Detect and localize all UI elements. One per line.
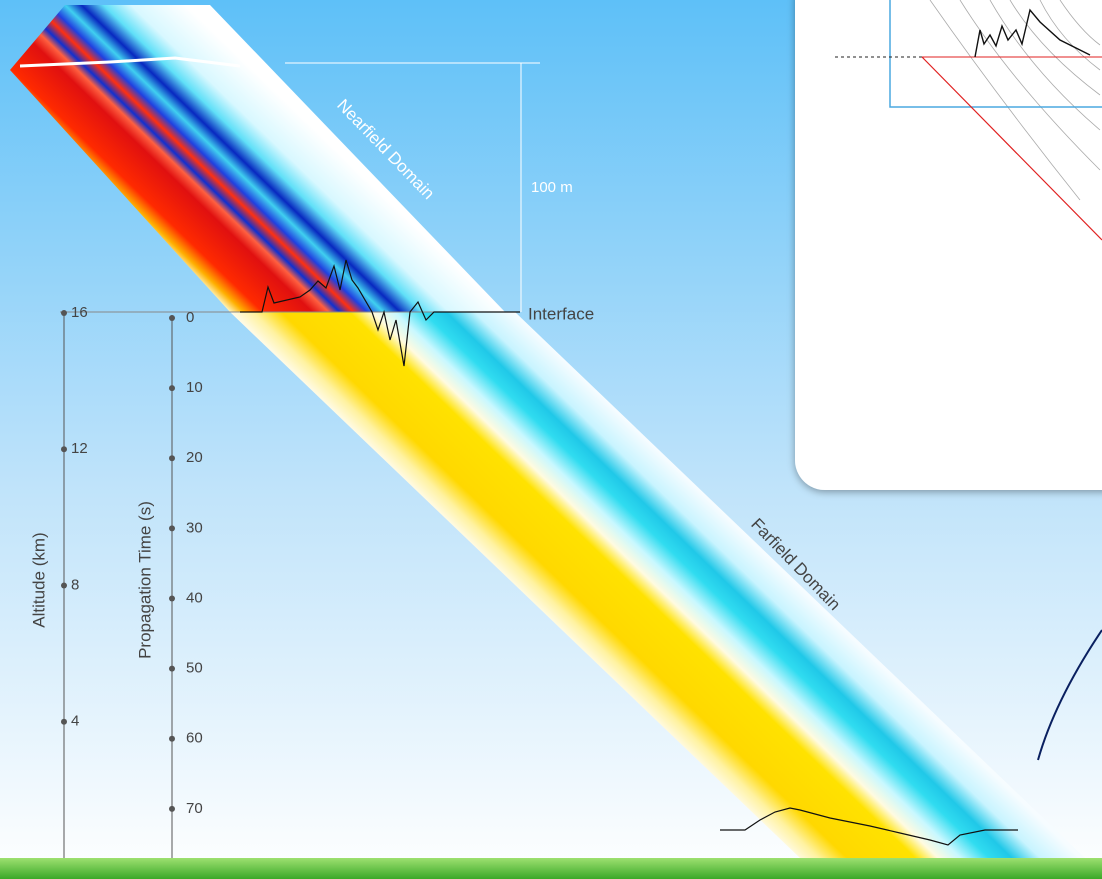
altitude-tick-label: 4	[71, 713, 79, 730]
time-tick	[169, 525, 175, 531]
time-tick	[169, 596, 175, 602]
time-axis-label: Propagation Time (s)	[135, 501, 154, 659]
altitude-tick-label: 16	[71, 304, 88, 321]
time-tick-label: 20	[186, 449, 203, 466]
altitude-tick-label: 8	[71, 576, 79, 593]
time-tick-label: 30	[186, 519, 203, 536]
time-tick-label: 10	[186, 379, 203, 396]
time-tick	[169, 385, 175, 391]
altitude-tick-label: 12	[71, 440, 88, 457]
illustration: Nearfield Domain Farfield Domain 100 m I…	[0, 0, 1102, 879]
dimension-label: 100 m	[531, 179, 573, 196]
inset-panel	[795, 0, 1102, 490]
interface-label: Interface	[528, 304, 594, 323]
altitude-axis-label: Altitude (km)	[29, 532, 48, 627]
time-tick-label: 0	[186, 309, 194, 326]
altitude-tick	[61, 446, 67, 452]
time-tick	[169, 806, 175, 812]
ground	[0, 858, 1102, 879]
time-tick-label: 70	[186, 800, 203, 817]
altitude-tick	[61, 719, 67, 725]
time-tick-label: 40	[186, 589, 203, 606]
time-tick	[169, 666, 175, 672]
time-tick	[169, 455, 175, 461]
inset-background	[795, 0, 1102, 490]
altitude-tick	[61, 583, 67, 589]
time-tick-label: 60	[186, 730, 203, 747]
time-tick	[169, 736, 175, 742]
time-tick	[169, 315, 175, 321]
altitude-tick	[61, 310, 67, 316]
time-tick-label: 50	[186, 660, 203, 677]
